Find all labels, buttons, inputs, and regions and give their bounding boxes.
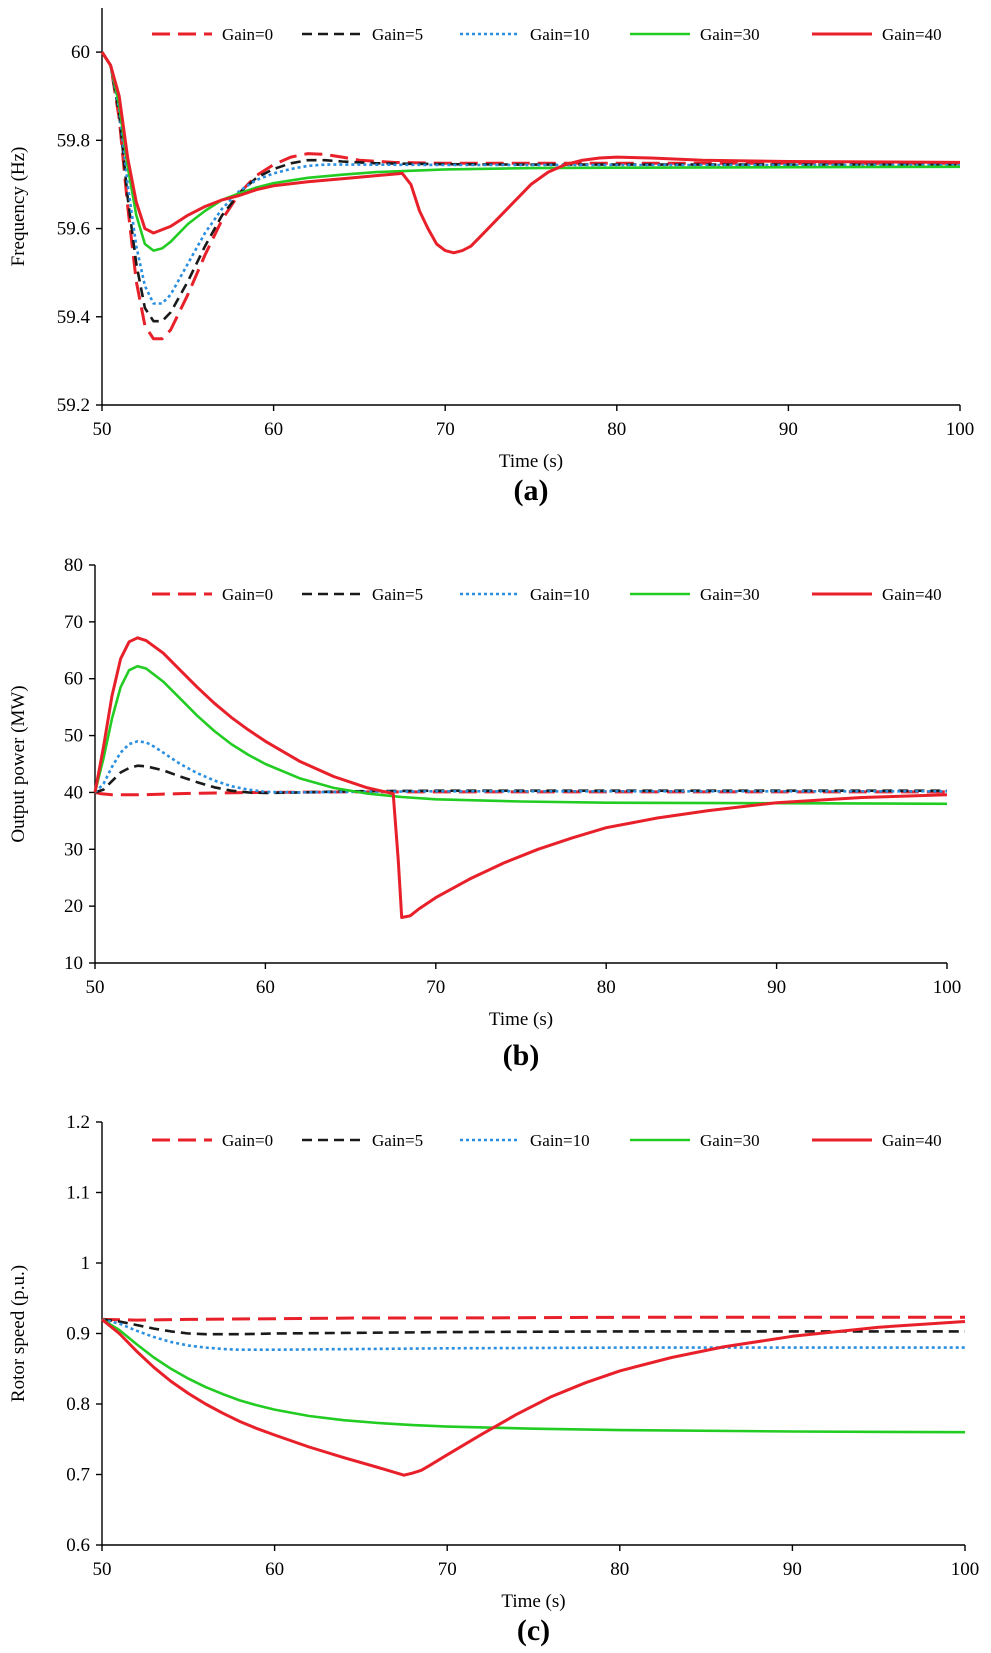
x-tick-label: 60 — [264, 419, 283, 440]
y-tick-label: 80 — [64, 555, 83, 576]
x-tick-label: 80 — [597, 977, 616, 998]
chart-panel-1: 50 60 70 80 90 100 10 20 30 40 50 60 70 80 Time (s) Out… — [8, 555, 961, 1072]
series-line-gain-40 — [101, 1318, 966, 1477]
y-tick-label: 60 — [71, 42, 90, 63]
y-tick-label: 1.1 — [66, 1183, 90, 1204]
y-axis-title: Rotor speed (p.u.) — [8, 1265, 29, 1402]
y-tick-label: 59.4 — [57, 307, 91, 328]
series-line-gain-30 — [93, 664, 948, 806]
y-tick-label: 59.6 — [57, 219, 90, 240]
chart-panel-0: 50 60 70 80 90 100 59.2 59.4 59.6 59.8 60 Time (s) F… — [8, 8, 974, 507]
y-tick-label: 60 — [64, 669, 83, 690]
y-tick-label: 0.9 — [66, 1324, 90, 1345]
series-line-gain-5 — [101, 1318, 965, 1336]
legend-label: Gain=30 — [700, 585, 760, 604]
series-line-gain-40 — [93, 636, 948, 919]
y-tick-label: 1 — [81, 1253, 91, 1274]
x-tick-label: 60 — [265, 1559, 284, 1580]
legend-label: Gain=30 — [700, 25, 760, 44]
y-tick-label: 59.2 — [57, 395, 90, 416]
legend-label: Gain=10 — [530, 25, 590, 44]
series-line-gain-30 — [101, 1318, 966, 1434]
y-tick-label: 1.2 — [66, 1112, 90, 1133]
series-line-gain-5 — [94, 764, 947, 795]
series-line-gain-0 — [94, 790, 947, 797]
legend-label: Gain=30 — [700, 1131, 760, 1150]
y-tick-label: 40 — [64, 782, 83, 803]
x-tick-label: 70 — [426, 977, 445, 998]
series-line-gain-10 — [94, 739, 947, 794]
x-tick-label: 100 — [933, 977, 962, 998]
series-line-gain-30 — [100, 51, 961, 252]
series-line-gain-0 — [101, 1315, 965, 1322]
x-tick-label: 90 — [783, 1559, 802, 1580]
legend-label: Gain=5 — [372, 585, 423, 604]
legend-label: Gain=40 — [882, 25, 942, 44]
legend-label: Gain=40 — [882, 1131, 942, 1150]
y-tick-label: 0.8 — [66, 1394, 90, 1415]
y-tick-label: 70 — [64, 612, 83, 633]
legend-label: Gain=0 — [222, 25, 273, 44]
x-tick-label: 90 — [767, 977, 786, 998]
x-tick-label: 100 — [946, 419, 975, 440]
y-tick-label: 0.6 — [66, 1535, 90, 1556]
legend-label: Gain=5 — [372, 25, 423, 44]
x-tick-label: 50 — [93, 1559, 112, 1580]
y-axis-title: Frequency (Hz) — [8, 147, 29, 267]
panel-label: (b) — [503, 1039, 540, 1072]
series-line-gain-10 — [100, 51, 960, 305]
legend-label: Gain=5 — [372, 1131, 423, 1150]
legend-label: Gain=40 — [882, 585, 942, 604]
x-tick-label: 70 — [438, 1559, 457, 1580]
chart-panel-2: 50 60 70 80 90 100 0.6 0.7 0.8 0.9 1 1.1 1.2 Time (s)… — [8, 1112, 979, 1647]
panel-label: (c) — [517, 1614, 550, 1647]
x-axis-title: Time (s) — [489, 1009, 553, 1030]
series-line-gain-40 — [100, 51, 961, 255]
series-line-gain-10 — [101, 1318, 965, 1351]
y-tick-label: 10 — [64, 953, 83, 974]
x-tick-label: 60 — [256, 977, 275, 998]
x-tick-label: 70 — [436, 419, 455, 440]
y-tick-label: 20 — [64, 896, 83, 917]
panel-label: (a) — [514, 474, 549, 507]
x-axis-title: Time (s) — [501, 1591, 565, 1612]
x-tick-label: 90 — [779, 419, 798, 440]
x-tick-label: 80 — [607, 419, 626, 440]
legend-label: Gain=0 — [222, 1131, 273, 1150]
y-tick-label: 50 — [64, 726, 83, 747]
y-tick-label: 0.7 — [66, 1465, 90, 1486]
x-tick-label: 80 — [610, 1559, 629, 1580]
x-tick-label: 100 — [951, 1559, 980, 1580]
x-tick-label: 50 — [86, 977, 105, 998]
x-axis-title: Time (s) — [499, 451, 563, 472]
series-line-gain-5 — [100, 51, 960, 323]
y-tick-label: 59.8 — [57, 130, 90, 151]
y-axis-title: Output power (MW) — [8, 685, 29, 842]
legend-label: Gain=10 — [530, 1131, 590, 1150]
x-tick-label: 50 — [93, 419, 112, 440]
legend-label: Gain=0 — [222, 585, 273, 604]
y-tick-label: 30 — [64, 839, 83, 860]
legend-label: Gain=10 — [530, 585, 590, 604]
